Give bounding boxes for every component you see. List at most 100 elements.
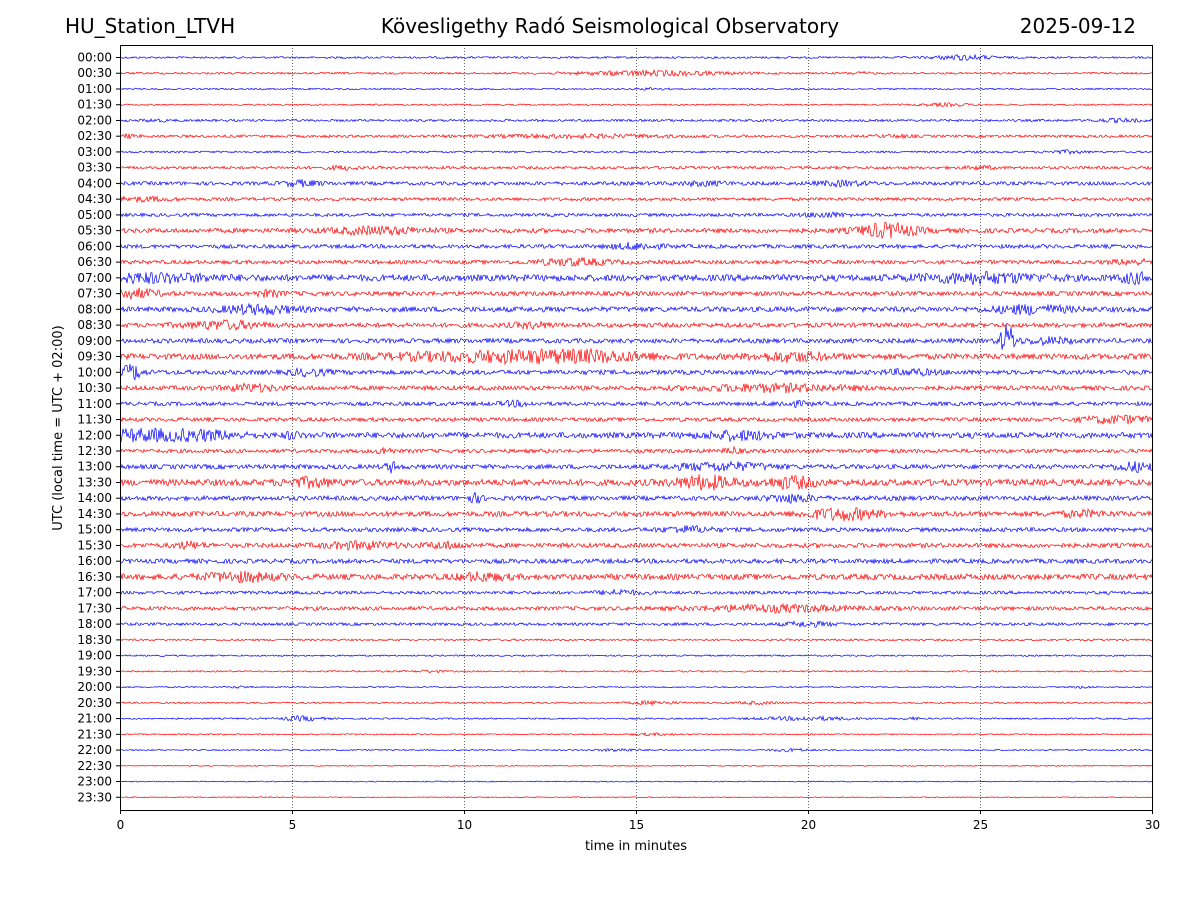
trace-2300 [119, 780, 1153, 783]
trace-2230 [119, 764, 1153, 767]
y-tick-label: 21:00 [77, 712, 112, 726]
y-tick-label: 18:00 [77, 617, 112, 631]
x-axis-label: time in minutes [585, 839, 687, 854]
trace-0930 [119, 347, 1153, 366]
station-name: HU_Station_LTVH [65, 14, 236, 38]
trace-2000 [119, 685, 1153, 689]
trace-0700 [119, 270, 1153, 286]
trace-1600 [119, 557, 1153, 565]
trace-1700 [119, 588, 1153, 597]
y-tick-label: 11:30 [77, 413, 112, 427]
y-tick-label: 06:00 [77, 239, 112, 253]
y-tick-label: 04:30 [77, 192, 112, 206]
y-tick-label: 23:00 [77, 775, 112, 789]
y-tick-label: 05:30 [77, 224, 112, 238]
trace-1400 [119, 492, 1153, 505]
trace-0830 [119, 318, 1153, 331]
y-tick-label: 09:00 [77, 334, 112, 348]
trace-2200 [119, 747, 1153, 753]
trace-0430 [119, 195, 1153, 204]
y-tick-label: 08:00 [77, 302, 112, 316]
y-tick-label: 17:00 [77, 586, 112, 600]
trace-1330 [119, 474, 1153, 491]
trace-0530 [119, 221, 1153, 240]
x-tick-label: 5 [289, 818, 297, 832]
y-tick-label: 12:00 [77, 428, 112, 442]
y-tick-label: 05:00 [77, 208, 112, 222]
trace-1900 [119, 654, 1153, 657]
y-tick-label: 14:30 [77, 507, 112, 521]
trace-0600 [119, 242, 1153, 251]
trace-1300 [119, 460, 1153, 474]
y-tick-label: 15:00 [77, 523, 112, 537]
trace-1830 [119, 638, 1153, 642]
x-tick-label: 30 [1145, 818, 1160, 832]
y-tick-label: 01:00 [77, 82, 112, 96]
trace-1000 [119, 363, 1153, 381]
y-tick-label: 22:00 [77, 743, 112, 757]
trace-1200 [119, 427, 1153, 443]
trace-1130 [119, 414, 1153, 425]
y-tick-label: 04:00 [77, 176, 112, 190]
y-tick-label: 11:00 [77, 397, 112, 411]
y-tick-label: 02:30 [77, 129, 112, 143]
y-tick-label: 23:30 [77, 790, 112, 804]
trace-0800 [119, 302, 1153, 316]
trace-0000 [119, 53, 1153, 61]
trace-0230 [119, 132, 1153, 140]
y-tick-label: 19:00 [77, 649, 112, 663]
y-tick-label: 16:30 [77, 570, 112, 584]
trace-1800 [119, 620, 1153, 628]
trace-2330 [119, 796, 1153, 799]
trace-1730 [119, 602, 1153, 614]
x-tick-label: 10 [457, 818, 472, 832]
trace-1530 [119, 539, 1153, 551]
y-tick-label: 07:00 [77, 271, 112, 285]
y-axis-label: UTC (local time = UTC + 02:00) [51, 325, 66, 530]
y-tick-label: 21:30 [77, 727, 112, 741]
trace-2100 [119, 714, 1153, 723]
trace-1230 [119, 445, 1153, 455]
trace-0200 [119, 117, 1153, 124]
trace-0900 [119, 324, 1153, 350]
seismic-traces [119, 53, 1153, 799]
y-tick-label: 02:00 [77, 113, 112, 127]
trace-2130 [119, 731, 1153, 737]
y-tick-label: 14:00 [77, 491, 112, 505]
y-tick-label: 09:30 [77, 350, 112, 364]
x-tick-label: 20 [801, 818, 816, 832]
y-tick-label: 20:30 [77, 696, 112, 710]
trace-0300 [119, 149, 1153, 156]
y-tick-label: 00:30 [77, 66, 112, 80]
y-tick-label: 15:30 [77, 538, 112, 552]
y-tick-label: 07:30 [77, 287, 112, 301]
y-tick-label: 12:30 [77, 444, 112, 458]
y-tick-label: 08:30 [77, 318, 112, 332]
y-tick-label: 16:00 [77, 554, 112, 568]
trace-1630 [119, 570, 1153, 584]
y-tick-label: 00:00 [77, 51, 112, 65]
trace-2030 [119, 699, 1153, 707]
trace-1930 [119, 669, 1153, 674]
y-tick-label: 01:30 [77, 98, 112, 112]
trace-0400 [119, 178, 1153, 189]
trace-0330 [119, 164, 1153, 172]
chart-title: Kövesligethy Radó Seismological Observat… [380, 14, 840, 38]
x-tick-label: 25 [973, 818, 988, 832]
y-tick-label: 10:30 [77, 381, 112, 395]
y-tick-label: 19:30 [77, 664, 112, 678]
trace-0500 [119, 211, 1153, 219]
y-tick-label: 06:30 [77, 255, 112, 269]
y-tick-label: 13:30 [77, 475, 112, 489]
trace-0130 [119, 101, 1153, 108]
y-tick-label: 18:30 [77, 633, 112, 647]
plot-frame [120, 45, 1153, 811]
y-tick-label: 22:30 [77, 759, 112, 773]
chart-date: 2025-09-12 [1019, 14, 1136, 38]
y-tick-label: 13:00 [77, 460, 112, 474]
x-axis-ticks: 0 5 10 15 20 25 30 [117, 810, 1160, 832]
gridlines [292, 45, 981, 810]
trace-0100 [119, 87, 1153, 91]
